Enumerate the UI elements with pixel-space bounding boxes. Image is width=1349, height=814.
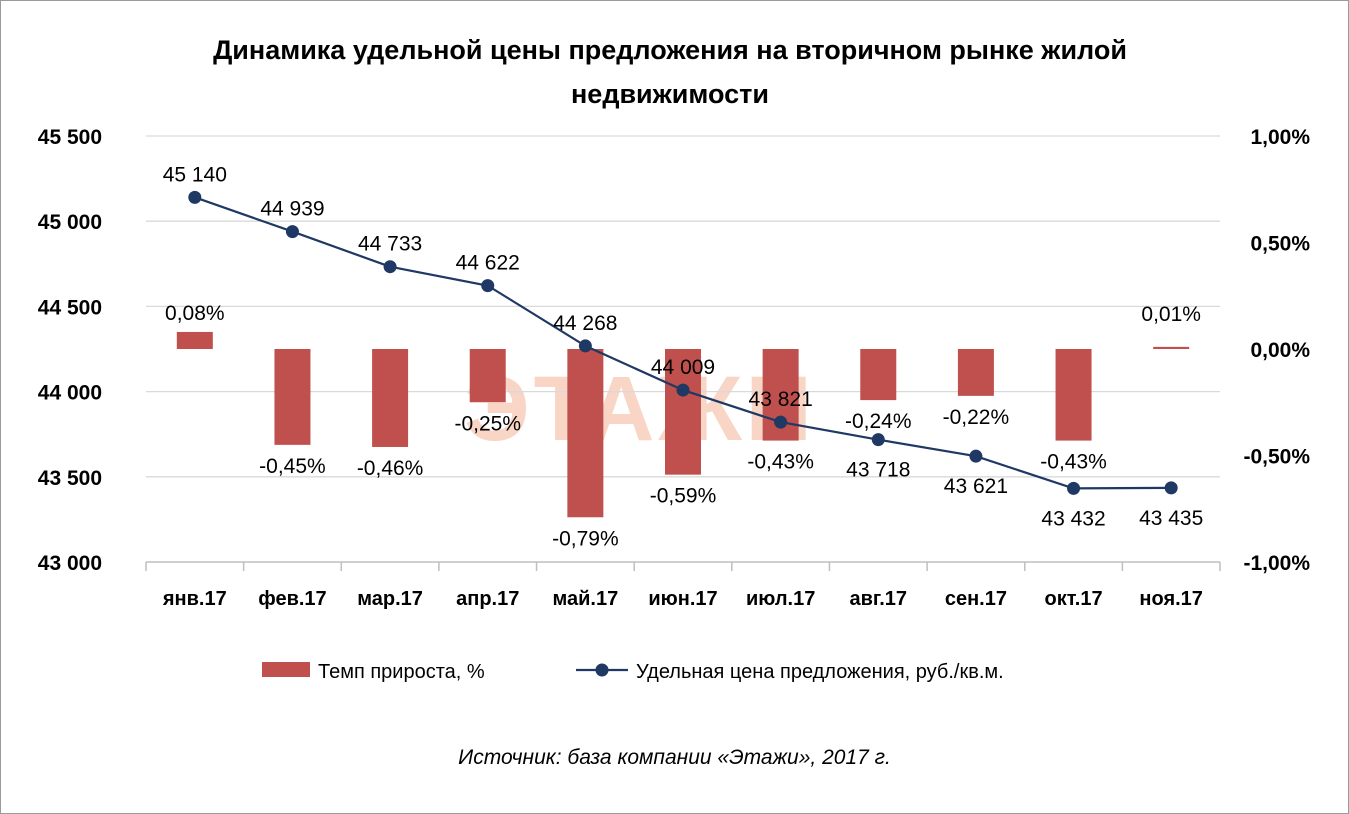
- y-right-tick-label: 1,00%: [1250, 126, 1310, 149]
- bar-data-label: -0,46%: [357, 457, 424, 480]
- label-layer: 45 140 44 939 44 733 44 622 44 268 44 009 43 8…: [163, 163, 1204, 550]
- y-right-tick-label: -1,00%: [1243, 552, 1310, 575]
- bar-data-label: 0,08%: [165, 302, 225, 325]
- title-line-1: Динамика удельной цены предложения на вт…: [213, 35, 1127, 65]
- line-marker: [285, 225, 299, 239]
- line-data-label: 45 140: [163, 163, 227, 186]
- watermark-layer: ЭТАЖИ: [464, 358, 816, 460]
- x-tick-label: фев.17: [258, 588, 326, 610]
- line-data-label: 44 733: [358, 233, 422, 256]
- y-left-tick-label: 44 000: [38, 382, 102, 405]
- y-left-tick-label: 45 500: [38, 126, 102, 149]
- bar: [957, 349, 994, 396]
- legend: Темп прироста, % Удельная цена предложени…: [262, 661, 1004, 683]
- watermark-text: ЭТАЖИ: [464, 358, 816, 460]
- line-data-label: 43 718: [846, 459, 910, 482]
- line-data-label: 44 622: [456, 252, 520, 275]
- x-tick-label: июн.17: [648, 588, 717, 610]
- title-line-2: недвижимости: [571, 79, 769, 109]
- y-left-tick-label: 45 000: [38, 211, 102, 234]
- y-right-tick-label: 0,50%: [1250, 233, 1310, 256]
- bar-data-label: -0,25%: [454, 412, 521, 435]
- x-tick-label: мар.17: [357, 588, 423, 610]
- bar: [567, 349, 604, 518]
- bar: [860, 349, 897, 401]
- bar: [176, 331, 213, 349]
- axis-layer: 43 000 43 500 44 000 44 500 45 000 45 500 -1,0…: [38, 126, 1311, 610]
- x-tick-label: ноя.17: [1139, 588, 1203, 610]
- chart-title: Динамика удельной цены предложения на вт…: [120, 28, 1220, 116]
- legend-bar-swatch: [262, 662, 310, 677]
- bar-data-label: -0,43%: [1040, 451, 1107, 474]
- line-marker: [676, 383, 690, 397]
- source-note: Источник: база компании «Этажи», 2017 г.: [458, 746, 891, 769]
- line-marker: [1164, 481, 1178, 495]
- line-marker: [871, 433, 885, 447]
- legend-line-marker: [595, 663, 609, 677]
- bar-data-label: -0,43%: [747, 451, 814, 474]
- bar: [274, 349, 311, 445]
- line-data-label: 43 621: [944, 475, 1008, 498]
- line-marker: [481, 279, 495, 293]
- line-data-label: 44 268: [553, 312, 617, 335]
- line-marker: [188, 190, 202, 204]
- y-left-tick-label: 44 500: [38, 296, 102, 319]
- line-marker: [969, 449, 983, 463]
- x-tick-label: май.17: [552, 588, 618, 610]
- bar: [372, 349, 409, 447]
- bar-data-label: -0,59%: [650, 485, 717, 508]
- y-left-tick-label: 43 500: [38, 467, 102, 490]
- legend-line-label: Удельная цена предложения, руб./кв.м.: [636, 661, 1004, 683]
- legend-bar-label: Темп прироста, %: [318, 661, 485, 683]
- line-marker: [383, 260, 397, 274]
- y-right-tick-label: -0,50%: [1243, 446, 1310, 469]
- x-tick-label: июл.17: [746, 588, 815, 610]
- line-data-label: 43 435: [1139, 507, 1203, 530]
- bar: [665, 349, 701, 475]
- bar-data-label: -0,79%: [552, 527, 619, 550]
- bar-data-label: -0,45%: [259, 455, 326, 478]
- y-right-tick-label: 0,00%: [1250, 339, 1310, 362]
- line-marker: [578, 339, 592, 353]
- line-layer: [188, 190, 1178, 495]
- x-tick-label: авг.17: [849, 588, 907, 610]
- line-marker: [774, 415, 788, 429]
- bar-data-label: 0,01%: [1141, 303, 1201, 326]
- bar-data-label: -0,24%: [845, 410, 912, 433]
- x-tick-label: апр.17: [456, 588, 519, 610]
- bar-data-label: -0,22%: [943, 406, 1010, 429]
- line-data-label: 44 009: [651, 356, 715, 379]
- bar: [1055, 349, 1092, 441]
- line-data-label: 43 432: [1041, 507, 1105, 530]
- y-left-tick-label: 43 000: [38, 552, 102, 575]
- x-tick-label: сен.17: [945, 588, 1007, 610]
- bar: [1153, 346, 1190, 349]
- line-data-label: 43 821: [749, 388, 813, 411]
- bar: [469, 349, 506, 403]
- line-marker: [1067, 481, 1081, 495]
- x-tick-label: окт.17: [1045, 588, 1103, 610]
- x-tick-label: янв.17: [162, 588, 227, 610]
- line-data-label: 44 939: [260, 198, 324, 221]
